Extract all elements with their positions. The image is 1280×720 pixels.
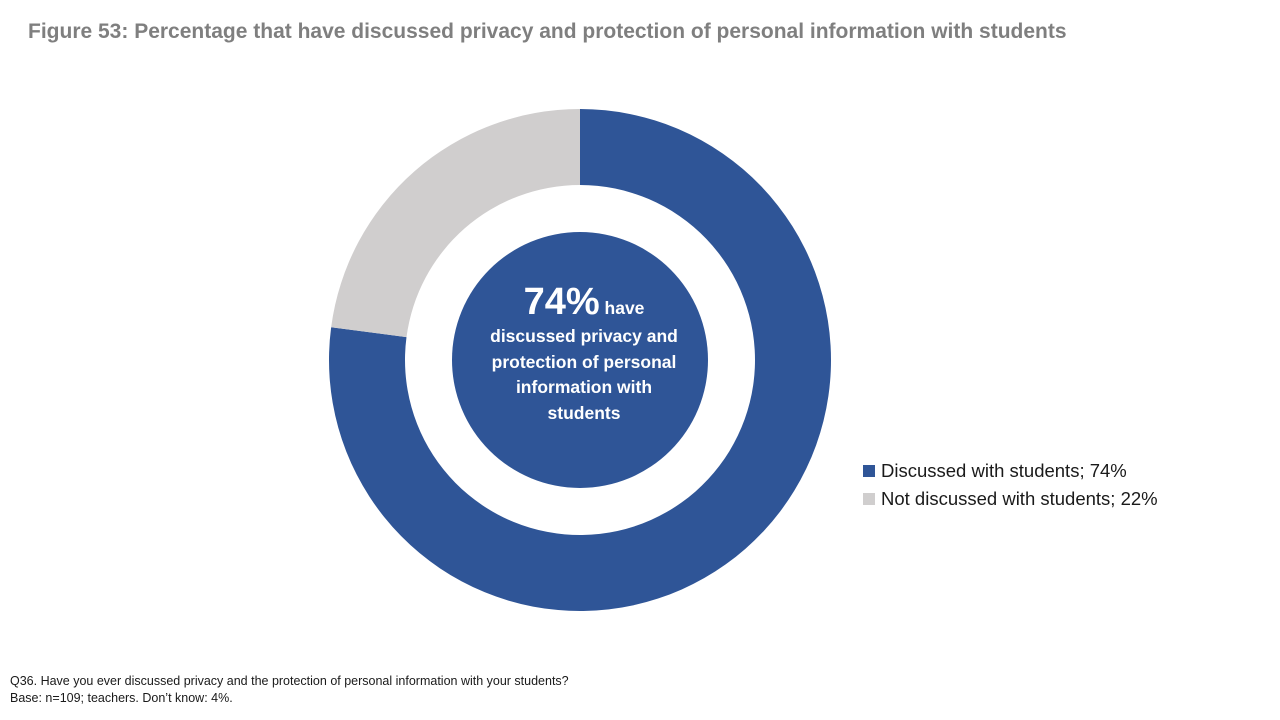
center-percent: 74%	[523, 281, 600, 323]
footnote: Q36. Have you ever discussed privacy and…	[10, 673, 569, 707]
footnote-question: Q36. Have you ever discussed privacy and…	[10, 674, 569, 688]
center-disc	[452, 232, 708, 488]
legend-item-not-discussed: Not discussed with students; 22%	[863, 485, 1158, 513]
slice-not-discussed	[331, 109, 580, 338]
legend-label-discussed: Discussed with students; 74%	[881, 460, 1127, 481]
legend-item-discussed: Discussed with students; 74%	[863, 457, 1158, 485]
footnote-base: Base: n=109; teachers. Don’t know: 4%.	[10, 691, 233, 705]
legend-swatch-not-discussed	[863, 493, 875, 505]
center-label: 74% have discussed privacy and protectio…	[484, 280, 684, 426]
center-text-rest: discussed privacy and protection of pers…	[490, 326, 678, 423]
legend-label-not-discussed: Not discussed with students; 22%	[881, 488, 1158, 509]
slice-discussed	[328, 109, 831, 611]
chart-title: Figure 53: Percentage that have discusse…	[28, 20, 1067, 43]
center-text-line1: have	[604, 298, 645, 318]
chart-legend: Discussed with students; 74% Not discuss…	[863, 457, 1158, 513]
legend-swatch-discussed	[863, 465, 875, 477]
